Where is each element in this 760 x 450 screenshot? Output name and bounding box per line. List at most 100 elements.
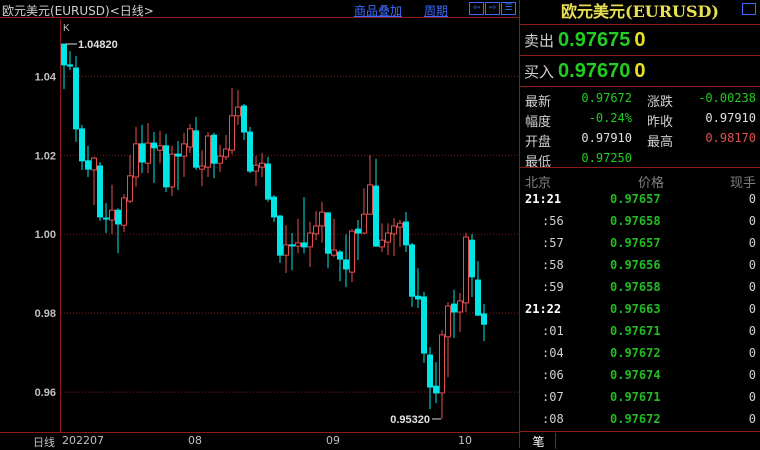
tick-time: :04 [542,346,564,360]
candle-body [223,148,229,158]
period-link[interactable]: 周期 [424,4,449,18]
tick-time: :59 [542,280,564,294]
right-arrow-icon[interactable]: ⇨ [485,2,500,15]
tick-row: 21:22 0.97663 0 [520,299,760,321]
header-volume: 现手 [729,176,756,191]
tick-price: 0.97658 [610,280,661,294]
y-tick-label: 0.96 [35,387,56,399]
candle-body [229,115,235,151]
candle-body [475,279,481,316]
candle-body [481,313,487,325]
tick-row: :56 0.97658 0 [520,211,760,233]
tick-price: 0.97671 [610,324,661,338]
tick-price: 0.97671 [610,390,661,404]
stats-table: 最新 0.97672 涨跌 -0.00238 幅度 -0.24% 昨收 0.97910 开盘 0.… [520,87,760,170]
candle-body [73,67,79,130]
candle-body [283,244,289,256]
sell-row: 卖出 0.97675 0 [520,25,760,56]
candle-body [181,143,187,157]
chart-panel: 欧元美元(EURUSD)<日线> 商品叠加 周期 ⇦ ⇨ ☰ 1.04 1.02 1… [0,0,519,449]
candle-body [121,197,127,226]
tick-price: 0.97658 [610,214,661,228]
candle-body [271,196,277,218]
stat-l1: 开盘 [525,135,552,150]
tick-price: 0.97663 [610,302,661,316]
candle-body [151,142,157,149]
candle-body [463,236,469,304]
candle-body [247,131,253,172]
candle-body [199,165,205,170]
candle-body [187,128,193,148]
candle-body [307,232,313,248]
stat-l1: 最新 [525,95,552,110]
y-tick-label: 1.04 [35,71,57,83]
candle-body [277,215,283,256]
candle-body [79,128,85,162]
y-tick-label: 0.98 [35,308,56,320]
tick-row: :04 0.97672 0 [520,343,760,365]
candle-body [91,157,97,171]
candle-body [169,153,175,188]
ticks-header: 北京 价格 现手 [520,170,760,191]
sell-volume: 0 [634,28,646,51]
tick-volume: 0 [748,412,756,426]
candle-body [259,162,265,168]
sell-label: 卖出 [524,31,555,50]
candle-body [127,175,133,202]
stat-v2: -0.00238 [698,91,756,105]
candle-body [439,334,445,394]
tick-time: :58 [542,258,564,272]
tick-price: 0.97672 [610,412,661,426]
tick-price: 0.97674 [610,368,661,382]
indicator-label: K [63,23,70,34]
stat-l2: 昨收 [647,115,674,130]
candle-body [103,217,109,220]
stat-l1: 幅度 [525,115,552,130]
candle-body [289,244,295,247]
tick-time: :08 [542,412,564,426]
stat-row: 幅度 -0.24% 昨收 0.97910 [520,110,760,130]
candle-body [97,165,103,218]
tab-ticks[interactable]: 笔 [522,433,556,449]
candle-body [145,142,151,164]
candle-body [343,259,349,270]
chart-title-bar: 欧元美元(EURUSD)<日线> 商品叠加 周期 ⇦ ⇨ ☰ [0,0,519,18]
stat-l1: 最低 [525,155,552,170]
tick-row: :06 0.97674 0 [520,365,760,387]
tick-volume: 0 [748,280,756,294]
maximize-icon[interactable] [742,3,756,15]
tab-bar: 笔 [520,431,760,449]
candle-body [445,305,451,338]
candle-body [217,155,223,164]
candlestick-chart[interactable]: 1.04 1.02 1.00 0.98 0.96 K 1.04820 0.95320 [0,19,519,432]
buy-row: 买入 0.97670 0 [520,56,760,87]
candle-body [115,209,121,225]
x-tick-label: 08 [188,434,202,447]
candle-body [355,228,361,234]
x-axis-label: 日线 [33,436,55,449]
chart-title: 欧元美元(EURUSD)<日线> [2,4,154,18]
candle-body [367,184,373,215]
y-tick-label: 1.00 [35,229,56,241]
x-tick-label: 202207 [62,434,104,447]
candle-body [415,295,421,300]
stat-row: 开盘 0.97910 最高 0.98170 [520,130,760,150]
candle-body [67,64,73,67]
candle-body [361,213,367,234]
tick-row: 21:21 0.97657 0 [520,189,760,211]
tick-volume: 0 [748,192,756,206]
left-arrow-icon[interactable]: ⇦ [469,2,484,15]
split-panel-icon[interactable]: ☰ [501,2,516,15]
tick-volume: 0 [748,258,756,272]
candle-body [241,105,247,133]
stat-v1: 0.97910 [581,131,632,145]
tick-row: :58 0.97656 0 [520,255,760,277]
candle-body [457,300,463,313]
stat-v1: 0.97672 [581,91,632,105]
tick-volume: 0 [748,324,756,338]
candle-body [379,239,385,248]
tick-price: 0.97657 [610,236,661,250]
overlay-link[interactable]: 商品叠加 [354,4,403,18]
x-tick-label: 09 [326,434,340,447]
candle-body [85,160,91,170]
